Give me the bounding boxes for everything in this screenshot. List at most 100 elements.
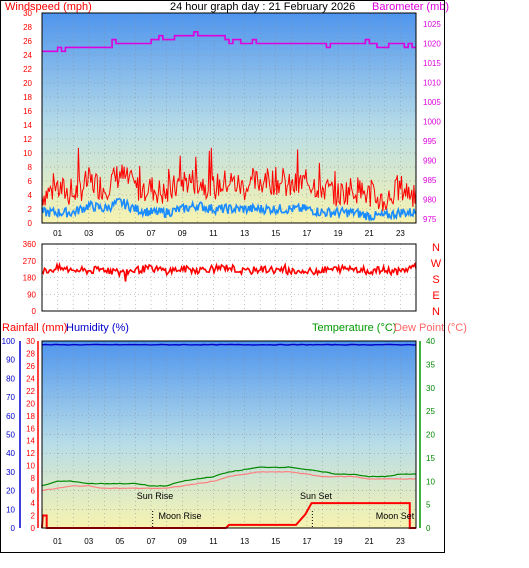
direction-plot-frame <box>41 243 417 312</box>
wind-gust-series <box>41 147 417 212</box>
y-tick-label: 40 <box>6 449 15 458</box>
x-tick-label: 15 <box>271 229 280 238</box>
y-tick-label: 16 <box>23 107 32 116</box>
humidity-series <box>41 343 417 346</box>
x-tick-label: 17 <box>302 537 311 546</box>
pressure-series <box>42 31 416 53</box>
y-tick-label: 6 <box>28 177 33 186</box>
wind-average-series <box>41 197 417 222</box>
y-tick-label: 35 <box>426 360 435 369</box>
compass-label: S <box>432 274 439 286</box>
y-tick-label: 90 <box>27 290 36 299</box>
x-tick-label: 21 <box>365 229 374 238</box>
y-tick-label: 30 <box>6 468 15 477</box>
y-tick-label: 40 <box>426 337 435 346</box>
y-tick-label: 50 <box>6 431 15 440</box>
x-tick-label: 11 <box>209 229 218 238</box>
temperature-tick-labels: 40 35 30 25 20 15 10 5 0 <box>426 337 435 533</box>
y2-tick-label: 985 <box>423 176 437 185</box>
y-tick-label: 60 <box>6 412 15 421</box>
y-tick-label: 2 <box>28 205 33 214</box>
x-tick-label: 19 <box>334 229 343 238</box>
x-tick-label: 09 <box>178 229 187 238</box>
y-tick-label: 10 <box>6 505 15 514</box>
temp-plot-background <box>42 341 416 528</box>
y2-tick-label: 980 <box>423 196 437 205</box>
y-tick-label: 22 <box>23 65 32 74</box>
compass-label: N <box>432 306 440 318</box>
y-tick-label: 270 <box>23 257 37 266</box>
temp-plot-frame <box>41 340 417 529</box>
y-tick-label: 5 <box>426 501 431 510</box>
y-tick-label: 10 <box>426 477 435 486</box>
dewpoint-series <box>41 470 417 492</box>
compass-label: W <box>431 258 442 270</box>
y-tick-label: 10 <box>23 149 32 158</box>
astronomy-annotations: Sun Rise Moon Rise Sun Set Moon Set <box>137 491 415 528</box>
y-tick-label: 20 <box>426 431 435 440</box>
wind-x-tick-labels: 01 03 05 07 09 11 13 15 17 19 21 23 <box>53 229 405 238</box>
temperature-axis-label: Temperature (°C) <box>312 322 396 334</box>
graph-border <box>0 0 445 553</box>
y2-tick-label: 1015 <box>423 59 441 68</box>
x-tick-label: 03 <box>84 229 93 238</box>
x-tick-label: 01 <box>53 537 62 546</box>
y-tick-label: 28 <box>26 349 35 358</box>
y-tick-label: 6 <box>31 487 36 496</box>
x-tick-label: 23 <box>396 537 405 546</box>
humidity-axis-label: Humidity (%) <box>66 322 129 334</box>
x-tick-label: 05 <box>115 537 124 546</box>
dewpoint-axis-label: Dew Point (°C) <box>394 322 467 334</box>
direction-tick-labels: 360 270 180 90 0 <box>23 240 37 316</box>
y-tick-label: 0 <box>426 524 431 533</box>
x-tick-label: 09 <box>178 537 187 546</box>
y-tick-label: 30 <box>26 337 35 346</box>
y-tick-label: 22 <box>26 387 35 396</box>
wind-series-group <box>41 31 417 222</box>
y-tick-label: 4 <box>28 191 33 200</box>
y-tick-label: 80 <box>6 374 15 383</box>
y-tick-label: 15 <box>426 454 435 463</box>
y-tick-label: 12 <box>26 449 35 458</box>
y-tick-label: 180 <box>23 274 37 283</box>
y2-tick-label: 1025 <box>423 20 441 29</box>
y-tick-label: 24 <box>23 51 32 60</box>
x-tick-label: 13 <box>240 537 249 546</box>
x-tick-label: 05 <box>115 229 124 238</box>
y-tick-label: 26 <box>26 362 35 371</box>
rainfall-axis-label: Rainfall (mm) <box>2 322 67 334</box>
annotation-label: Moon Rise <box>158 511 201 521</box>
y-tick-label: 25 <box>426 407 435 416</box>
chart-title: 24 hour graph day : 21 February 2026 <box>170 1 355 13</box>
y-tick-label: 30 <box>426 384 435 393</box>
annotation-label: Sun Set <box>300 491 333 501</box>
y-tick-label: 8 <box>31 474 36 483</box>
y2-tick-label: 1020 <box>423 40 441 49</box>
x-tick-label: 17 <box>302 229 311 238</box>
y2-tick-label: 975 <box>423 215 437 224</box>
y2-tick-label: 1000 <box>423 118 441 127</box>
rainfall-series <box>41 502 416 529</box>
y-tick-label: 14 <box>23 121 32 130</box>
wind-plot-grid <box>42 13 416 223</box>
temp-x-tick-labels: 01 03 05 07 09 11 13 15 17 19 21 23 <box>53 537 405 546</box>
barometer-tick-labels: 1025 1020 1015 1010 1005 1000 995 990 985 980 975 <box>423 20 441 224</box>
y-tick-label: 100 <box>2 337 16 346</box>
y-tick-label: 12 <box>23 135 32 144</box>
temp-series-group <box>41 343 417 529</box>
y-tick-label: 28 <box>23 23 32 32</box>
y-tick-label: 90 <box>6 356 15 365</box>
x-tick-label: 19 <box>334 537 343 546</box>
y-tick-label: 8 <box>28 163 33 172</box>
y-tick-label: 14 <box>26 437 35 446</box>
compass-label: N <box>432 242 440 254</box>
y-tick-label: 18 <box>23 93 32 102</box>
y-tick-label: 16 <box>26 424 35 433</box>
y-tick-label: 70 <box>6 393 15 402</box>
y-tick-label: 18 <box>26 412 35 421</box>
temperature-series <box>41 466 416 487</box>
y-tick-label: 24 <box>26 374 35 383</box>
